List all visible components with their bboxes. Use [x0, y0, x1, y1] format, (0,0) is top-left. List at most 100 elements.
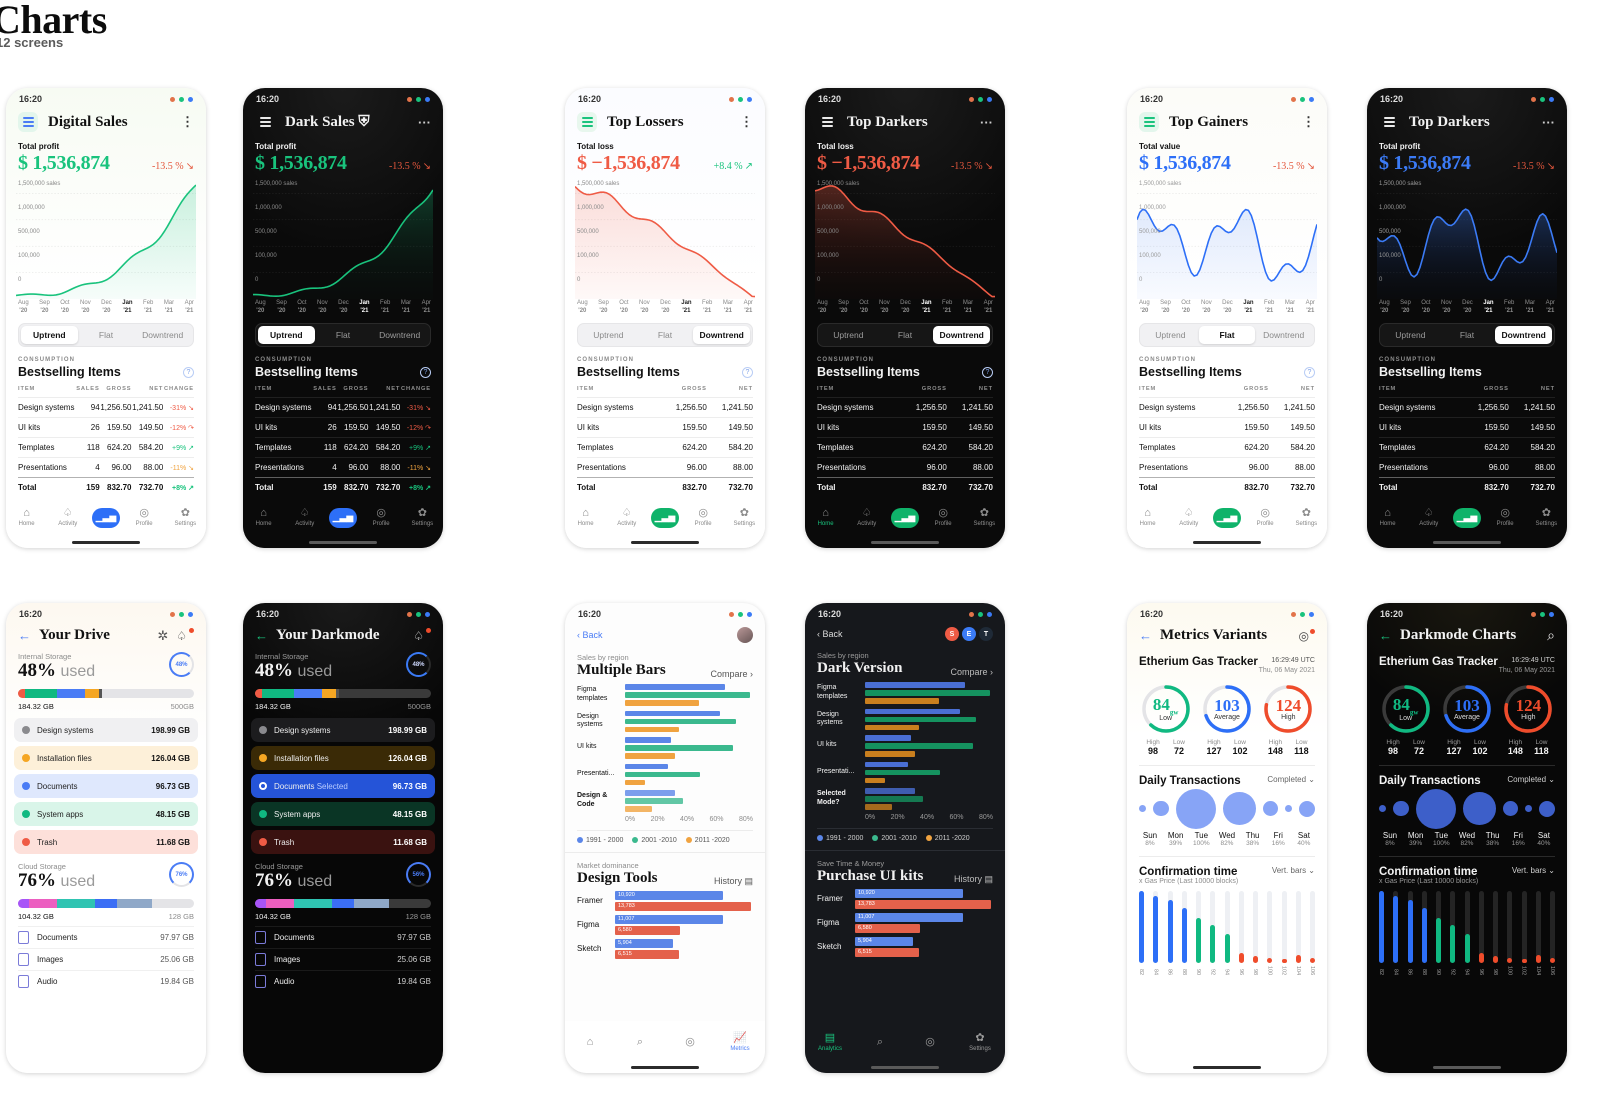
- more-icon[interactable]: ···: [980, 114, 993, 130]
- back-button[interactable]: ‹ Back: [577, 630, 603, 640]
- segment-downtrend[interactable]: Downtrend: [1263, 330, 1305, 340]
- segment-uptrend[interactable]: Uptrend: [258, 326, 315, 344]
- storage-item[interactable]: Documents 96.73 GB: [14, 774, 198, 798]
- segment-downtrend[interactable]: Downtrend: [693, 326, 751, 344]
- avatar-chip-s[interactable]: S: [945, 627, 959, 641]
- storage-item[interactable]: Design systems 198.99 GB: [251, 718, 435, 742]
- analytics-fab[interactable]: ▁▃▅: [1212, 507, 1241, 528]
- vertbars-dropdown[interactable]: Vert. bars ⌄: [1511, 865, 1555, 875]
- tab-activity[interactable]: ♤ Activity: [1172, 508, 1206, 528]
- more-icon[interactable]: ⋮: [181, 114, 194, 129]
- tab-profile[interactable]: ◎ Profile: [1248, 508, 1282, 528]
- cloud-file-row[interactable]: Audio 19.84 GB: [18, 970, 194, 992]
- avatar-chip-e[interactable]: E: [962, 627, 976, 641]
- tab-home[interactable]: ⌂: [573, 1037, 607, 1048]
- tab-home[interactable]: ⌂ Home: [809, 508, 843, 528]
- segment-uptrend[interactable]: Uptrend: [593, 330, 624, 340]
- tab-settings[interactable]: ✿ Settings: [1529, 508, 1563, 528]
- cloud-file-row[interactable]: Audio 19.84 GB: [255, 970, 431, 992]
- more-icon[interactable]: ···: [418, 114, 431, 130]
- segment-uptrend[interactable]: Uptrend: [1155, 330, 1186, 340]
- analytics-fab[interactable]: ▁▃▅: [328, 507, 357, 528]
- tab-profile[interactable]: ◎ Profile: [686, 508, 720, 528]
- compare-link[interactable]: Compare ›: [950, 667, 993, 677]
- tab-settings[interactable]: ✿ Settings: [967, 508, 1001, 528]
- tab-activity[interactable]: ♤ Activity: [51, 508, 85, 528]
- storage-item[interactable]: Trash 11.68 GB: [14, 830, 198, 854]
- vertbars-dropdown[interactable]: Vert. bars ⌄: [1271, 865, 1315, 875]
- help-icon[interactable]: ?: [183, 366, 194, 378]
- segment-flat[interactable]: Flat: [1198, 326, 1256, 344]
- tab-profile[interactable]: ◎: [913, 1037, 947, 1048]
- tab-activity[interactable]: ♤ Activity: [850, 508, 884, 528]
- menu-icon[interactable]: [817, 112, 837, 132]
- tab-activity[interactable]: ♤ Activity: [1412, 508, 1446, 528]
- help-icon[interactable]: ?: [420, 366, 431, 378]
- tab-home[interactable]: ⌂ Home: [10, 508, 44, 528]
- segment-downtrend[interactable]: Downtrend: [933, 326, 991, 344]
- profile-icon[interactable]: ◎: [1298, 628, 1309, 643]
- tab-analytics[interactable]: ▤ Analytics: [813, 1033, 847, 1053]
- help-icon[interactable]: ?: [742, 366, 753, 378]
- bell-icon[interactable]: ♤: [176, 628, 187, 643]
- avatar[interactable]: [737, 627, 753, 643]
- avatar-chip-t[interactable]: T: [979, 627, 993, 641]
- tab-profile[interactable]: ◎ Profile: [364, 508, 398, 528]
- menu-icon[interactable]: [255, 112, 275, 132]
- segment-flat[interactable]: Flat: [1459, 330, 1475, 340]
- tab-home[interactable]: ⌂ Home: [247, 508, 281, 528]
- segment-uptrend[interactable]: Uptrend: [1395, 330, 1426, 340]
- analytics-fab[interactable]: ▁▃▅: [91, 507, 120, 528]
- storage-item[interactable]: Design systems 198.99 GB: [14, 718, 198, 742]
- tab-home[interactable]: ⌂ Home: [569, 508, 603, 528]
- search-icon[interactable]: ⌕: [1547, 627, 1555, 643]
- history-link[interactable]: History ▤: [953, 873, 993, 884]
- transactions-filter[interactable]: Completed ⌄: [1267, 774, 1315, 784]
- back-button[interactable]: ‹ Back: [817, 629, 843, 639]
- back-arrow-icon[interactable]: ←: [1139, 628, 1152, 643]
- menu-icon[interactable]: [1379, 112, 1399, 132]
- storage-item[interactable]: Trash 11.68 GB: [251, 830, 435, 854]
- segment-downtrend[interactable]: Downtrend: [1495, 326, 1553, 344]
- segment-flat[interactable]: Flat: [98, 330, 114, 340]
- cloud-file-row[interactable]: Images 25.06 GB: [18, 948, 194, 970]
- storage-item[interactable]: Installation files 126.04 GB: [251, 746, 435, 770]
- storage-item[interactable]: Installation files 126.04 GB: [14, 746, 198, 770]
- menu-icon[interactable]: [18, 112, 38, 132]
- segment-downtrend[interactable]: Downtrend: [142, 330, 184, 340]
- tab-home[interactable]: ⌂ Home: [1131, 508, 1165, 528]
- compare-link[interactable]: Compare ›: [710, 669, 753, 679]
- segment-uptrend[interactable]: Uptrend: [833, 330, 864, 340]
- analytics-fab[interactable]: ▁▃▅: [1452, 507, 1481, 528]
- menu-icon[interactable]: [577, 112, 597, 132]
- cloud-file-row[interactable]: Images 25.06 GB: [255, 948, 431, 970]
- tab-settings[interactable]: ✿ Settings: [963, 1033, 997, 1053]
- tab-activity[interactable]: ♤ Activity: [288, 508, 322, 528]
- segment-downtrend[interactable]: Downtrend: [379, 330, 421, 340]
- gear-icon[interactable]: ✲: [157, 627, 169, 643]
- bell-icon[interactable]: ♤: [413, 628, 424, 643]
- more-icon[interactable]: ⋮: [1302, 114, 1315, 129]
- back-arrow-icon[interactable]: ←: [1379, 628, 1392, 643]
- tab-search[interactable]: ⌕: [863, 1037, 897, 1048]
- tab-activity[interactable]: ♤ Activity: [610, 508, 644, 528]
- segment-flat[interactable]: Flat: [657, 330, 673, 340]
- segment-flat[interactable]: Flat: [897, 330, 913, 340]
- tab-profile[interactable]: ◎ Profile: [127, 508, 161, 528]
- help-icon[interactable]: ?: [982, 366, 993, 378]
- transactions-filter[interactable]: Completed ⌄: [1507, 774, 1555, 784]
- more-icon[interactable]: ···: [1542, 114, 1555, 130]
- help-icon[interactable]: ?: [1304, 366, 1315, 378]
- segment-flat[interactable]: Flat: [335, 330, 351, 340]
- tab-metrics[interactable]: 📈 Metrics: [723, 1033, 757, 1053]
- tab-settings[interactable]: ✿ Settings: [1289, 508, 1323, 528]
- menu-icon[interactable]: [1139, 112, 1159, 132]
- tab-profile[interactable]: ◎ Profile: [1488, 508, 1522, 528]
- storage-item[interactable]: Documents Selected 96.73 GB: [251, 774, 435, 798]
- tab-settings[interactable]: ✿ Settings: [405, 508, 439, 528]
- tab-home[interactable]: ⌂ Home: [1371, 508, 1405, 528]
- analytics-fab[interactable]: ▁▃▅: [890, 507, 919, 528]
- analytics-fab[interactable]: ▁▃▅: [650, 507, 679, 528]
- tab-profile[interactable]: ◎: [673, 1037, 707, 1048]
- back-arrow-icon[interactable]: ←: [18, 628, 31, 643]
